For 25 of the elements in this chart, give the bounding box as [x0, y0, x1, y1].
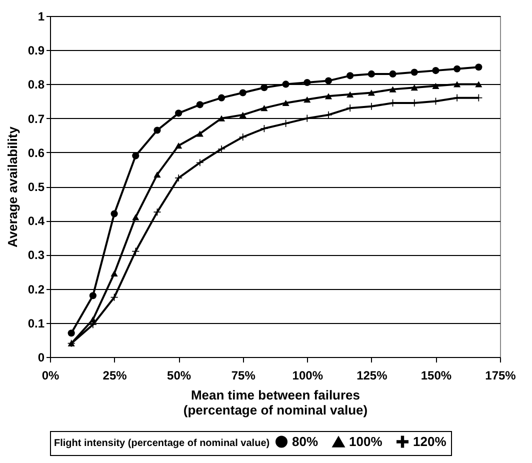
x-axis-title: Mean time between failures (percentage of nominal value) [183, 388, 368, 418]
x-tick-label: 50% [167, 368, 192, 382]
legend-label: 80% [292, 434, 318, 449]
x-tick-label: 100% [292, 368, 324, 382]
y-tick-label: 0.7 [28, 112, 45, 126]
y-tick-label: 0 [38, 350, 45, 364]
y-tick-label: 1 [38, 10, 45, 24]
y-tick-label: 0.3 [28, 248, 45, 262]
x-tick-label: 0% [42, 368, 60, 382]
y-tick-label: 0.5 [28, 180, 45, 194]
y-tick-label: 0.4 [28, 214, 45, 228]
y-tick-label: 0.8 [28, 78, 45, 92]
x-tick-label: 25% [102, 368, 128, 382]
y-tick-label: 0.9 [28, 44, 45, 58]
x-tick-label: 125% [356, 368, 388, 382]
y-tick-label: 0.1 [28, 316, 45, 330]
x-tick-label: 175% [485, 368, 516, 382]
legend-label: 120% [413, 434, 447, 449]
y-axis-title: Average availability [4, 126, 20, 248]
y-tick-label: 0.2 [28, 282, 45, 296]
y-tick-label: 0.6 [28, 146, 45, 160]
legend-label: 100% [349, 434, 383, 450]
legend-title: Flight intensity (percentage of nominal value) [54, 438, 270, 449]
x-tick-label: 150% [420, 368, 452, 382]
x-tick-label: 75% [231, 368, 256, 382]
